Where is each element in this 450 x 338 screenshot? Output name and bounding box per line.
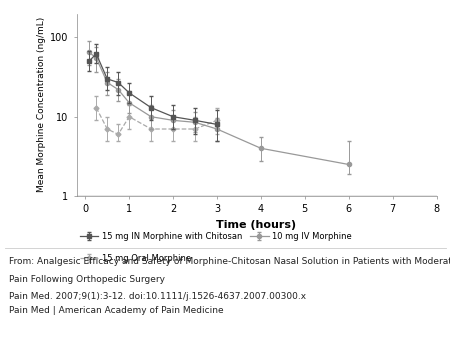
Text: Pain Med | American Academy of Pain Medicine: Pain Med | American Academy of Pain Medi… <box>9 306 224 315</box>
Text: Pain Med. 2007;9(1):3-12. doi:10.1111/j.1526-4637.2007.00300.x: Pain Med. 2007;9(1):3-12. doi:10.1111/j.… <box>9 292 306 301</box>
Text: Pain Following Orthopedic Surgery: Pain Following Orthopedic Surgery <box>9 275 165 285</box>
Legend: 15 mg Oral Morphine: 15 mg Oral Morphine <box>76 251 194 266</box>
Y-axis label: Mean Morphine Concentration (ng/mL): Mean Morphine Concentration (ng/mL) <box>36 17 45 192</box>
X-axis label: Time (hours): Time (hours) <box>216 220 297 230</box>
Text: From: Analgesic Efficacy and Safety of Morphine-Chitosan Nasal Solution in Patie: From: Analgesic Efficacy and Safety of M… <box>9 257 450 266</box>
